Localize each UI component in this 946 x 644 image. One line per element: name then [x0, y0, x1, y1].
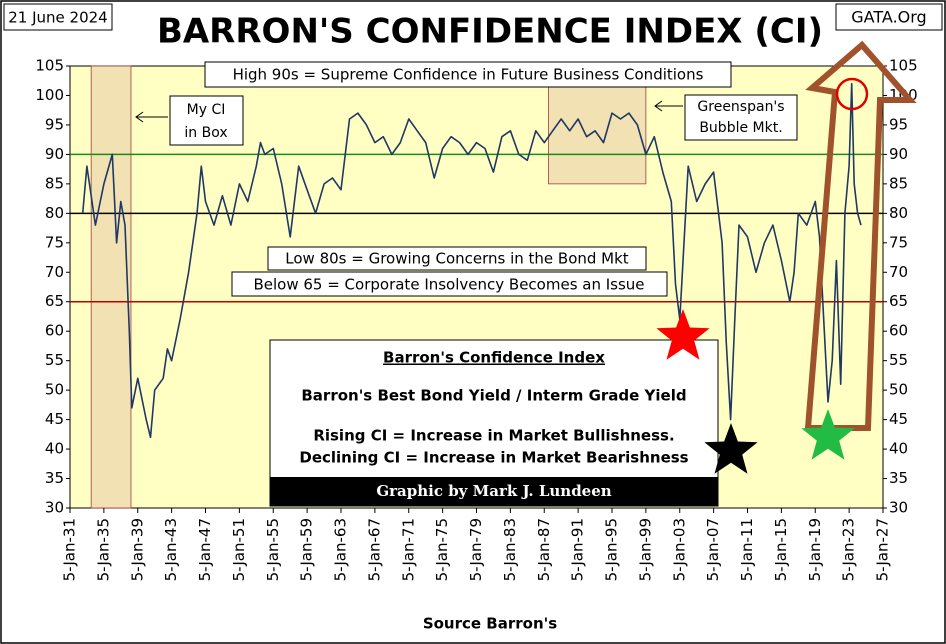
x-tick-label: 5-Jan-79	[467, 518, 485, 581]
x-tick-label: 5-Jan-51	[230, 518, 248, 581]
info-line: Rising CI = Increase in Market Bullishne…	[313, 427, 674, 445]
credit: Graphic by Mark J. Lundeen	[376, 482, 611, 500]
y-tick-label: 55	[45, 351, 64, 369]
star	[801, 409, 855, 460]
source-note: GATA.Org	[851, 8, 926, 27]
star	[656, 309, 710, 360]
x-tick-label: 5-Jan-43	[162, 518, 180, 581]
annotation: My CI	[187, 102, 226, 118]
x-tick-label: 5-Jan-59	[298, 518, 316, 581]
x-tick-label: 5-Jan-07	[704, 518, 722, 581]
y2-tick-label: 60	[889, 322, 908, 340]
x-tick-label: 5-Jan-27	[874, 518, 892, 581]
x-axis-label: Source Barron's	[423, 615, 557, 633]
y-tick-label: 80	[45, 204, 64, 222]
shaded-range	[90, 65, 132, 509]
annotation-box	[267, 246, 647, 271]
marks	[81, 82, 862, 439]
y2-tick-label: 30	[889, 499, 908, 517]
star	[704, 423, 758, 474]
x-tick-label: 5-Jan-75	[433, 518, 451, 581]
y-tick-label: 70	[45, 263, 64, 281]
x-tick-label: 5-Jan-55	[264, 518, 282, 581]
x-tick-label: 5-Jan-15	[772, 518, 790, 581]
y2-tick-label: 90	[889, 145, 908, 163]
x-tick-label: 5-Jan-35	[94, 518, 112, 581]
x-tick-label: 5-Jan-31	[61, 518, 79, 581]
y-tick-label: 95	[45, 115, 64, 133]
series-line	[81, 82, 862, 439]
y2-tick-label: 85	[889, 174, 908, 192]
underlay: 30 30 35 35 40 40 45 45 50 50 55 55 60 60 65 65 70 70 75 75…	[35, 57, 917, 582]
y-tick-label: 105	[35, 57, 64, 75]
y2-tick-label: 80	[889, 204, 908, 222]
annotation: Low 80s = Growing Concerns in the Bond M…	[285, 250, 629, 268]
y2-tick-label: 65	[889, 292, 908, 310]
x-tick-label: 5-Jan-23	[840, 518, 858, 581]
y-tick-label: 35	[45, 469, 64, 487]
info-title: Barron's Confidence Index	[383, 349, 605, 367]
y2-tick-label: 50	[889, 381, 908, 399]
y2-tick-label: 105	[889, 57, 918, 75]
y-tick-label: 30	[45, 499, 64, 517]
date-note: 21 June 2024	[8, 9, 107, 27]
chart-title: BARRON'S CONFIDENCE INDEX (CI)	[157, 12, 823, 52]
y2-tick-label: 35	[889, 469, 908, 487]
annotation-box	[204, 61, 732, 88]
annotation: Greenspan's	[697, 99, 784, 115]
annotation-box	[684, 94, 798, 141]
credit-strip	[270, 477, 718, 506]
x-tick-label: 5-Jan-11	[738, 518, 756, 581]
x-tick-label: 5-Jan-95	[603, 518, 621, 581]
y2-tick-label: 45	[889, 410, 908, 428]
peak-circle	[835, 77, 869, 111]
y-tick-label: 90	[45, 145, 64, 163]
x-tick-label: 5-Jan-47	[196, 518, 214, 581]
y2-tick-label: 55	[889, 351, 908, 369]
x-tick-label: 5-Jan-03	[670, 518, 688, 581]
annotation: High 90s = Supreme Confidence in Future …	[233, 66, 704, 84]
x-tick-label: 5-Jan-83	[501, 518, 519, 581]
info-line: Barron's Best Bond Yield / Interm Grade …	[301, 387, 686, 405]
shaded-range	[548, 86, 647, 185]
y2-tick-label: 75	[889, 233, 908, 251]
y-tick-label: 100	[35, 86, 64, 104]
annotation: Below 65 = Corporate Insolvency Becomes …	[253, 276, 644, 294]
annotation-box	[231, 271, 668, 297]
y-tick-label: 40	[45, 440, 64, 458]
annotation: in Box	[184, 125, 227, 141]
y2-tick-label: 95	[889, 115, 908, 133]
pointer-arrow	[654, 100, 683, 112]
x-tick-label: 5-Jan-19	[806, 518, 824, 581]
annotation-box	[169, 95, 244, 146]
x-tick-label: 5-Jan-71	[399, 518, 417, 581]
annotation: Bubble Mkt.	[699, 120, 782, 136]
x-tick-label: 5-Jan-63	[332, 518, 350, 581]
y-tick-label: 65	[45, 292, 64, 310]
info-line: Declining CI = Increase in Market Bearis…	[299, 449, 688, 467]
source-box	[835, 3, 943, 31]
y-tick-label: 85	[45, 174, 64, 192]
x-tick-label: 5-Jan-99	[636, 518, 654, 581]
overlay: 21 June 2024 GATA.Org BARRON'S CONFIDENC…	[3, 3, 943, 633]
x-tick-label: 5-Jan-39	[128, 518, 146, 581]
big-arrow	[804, 40, 917, 431]
y-tick-label: 60	[45, 322, 64, 340]
date-box	[3, 3, 113, 31]
y-tick-label: 50	[45, 381, 64, 399]
y2-tick-label: 40	[889, 440, 908, 458]
y2-tick-label: 70	[889, 263, 908, 281]
x-tick-label: 5-Jan-67	[365, 518, 383, 581]
x-tick-label: 5-Jan-87	[535, 518, 553, 581]
pointer-arrow	[135, 111, 168, 123]
x-tick-label: 5-Jan-91	[569, 518, 587, 581]
y-tick-label: 45	[45, 410, 64, 428]
y-tick-label: 75	[45, 233, 64, 251]
